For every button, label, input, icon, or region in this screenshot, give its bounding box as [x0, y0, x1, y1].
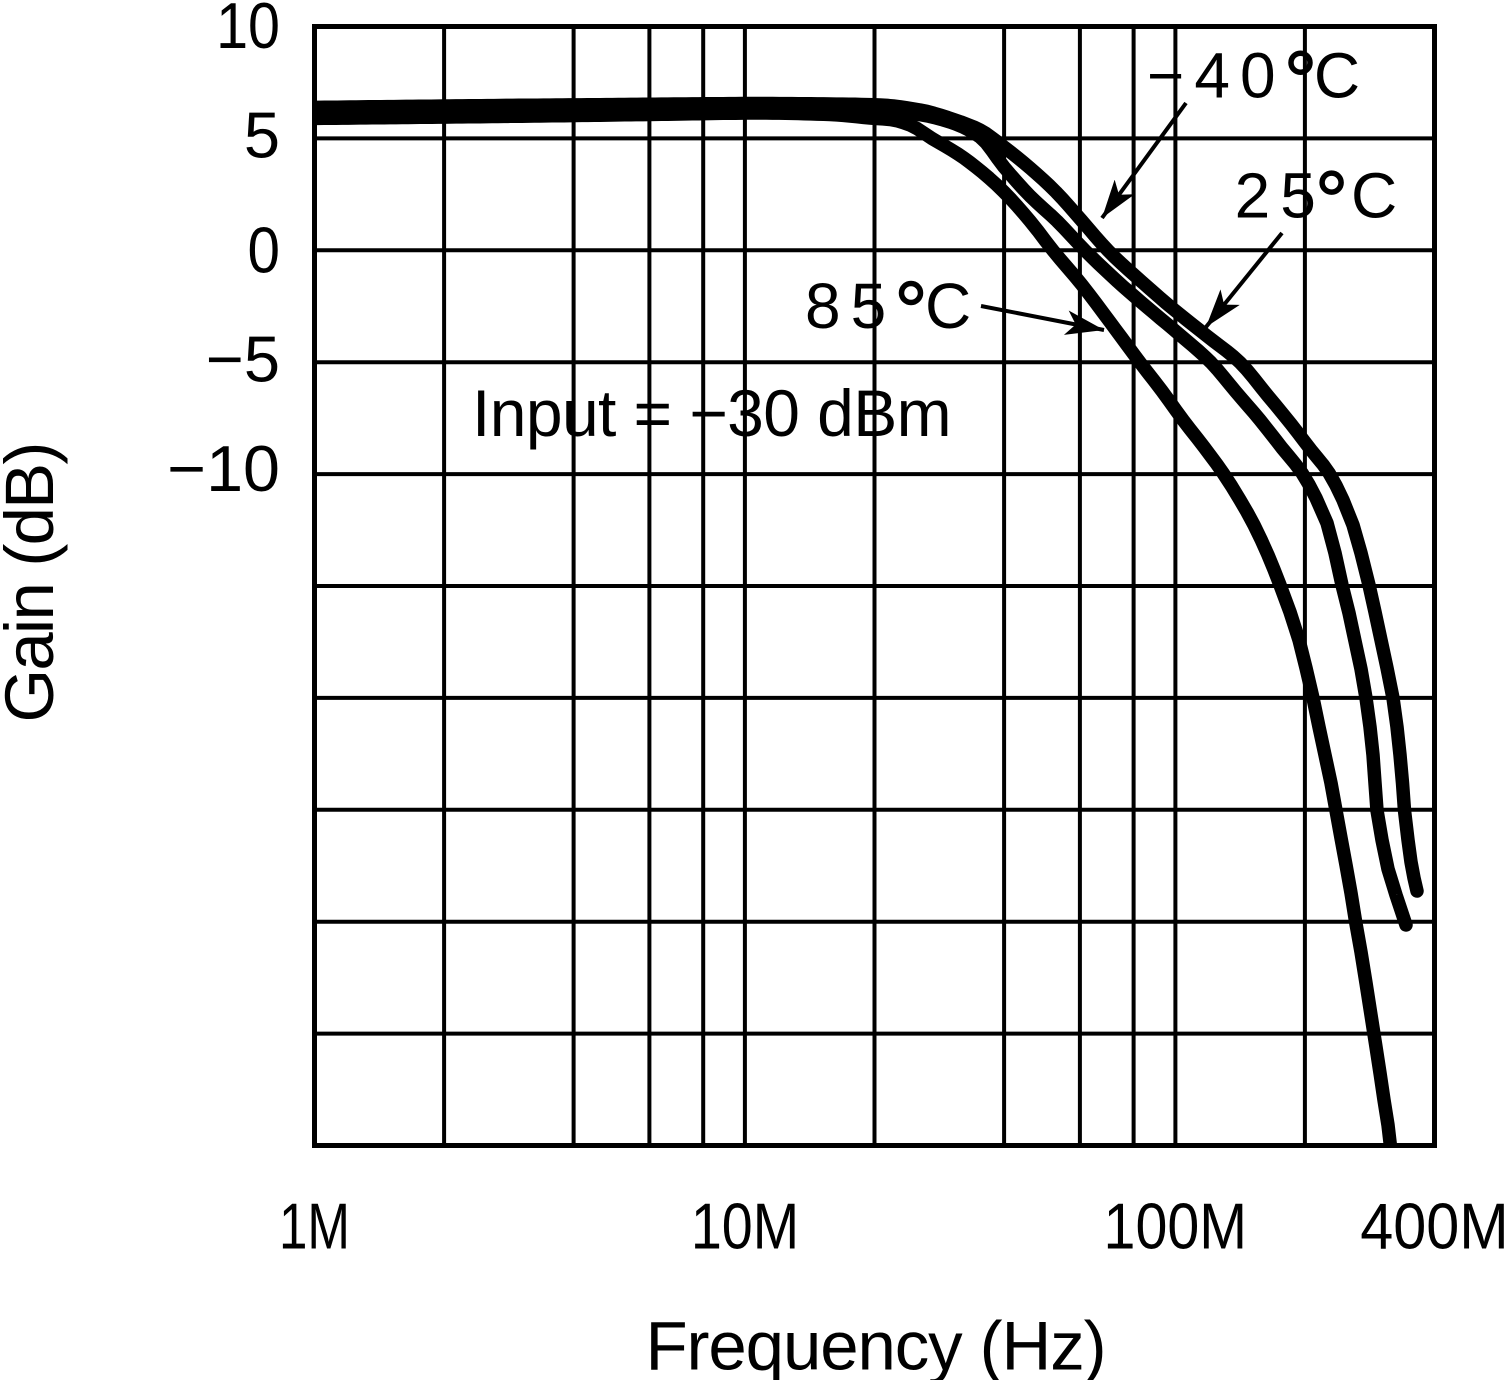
svg-text:25: 25: [1235, 160, 1326, 232]
svg-text:5: 5: [244, 98, 280, 171]
svg-text:Input = −30 dBm: Input = −30 dBm: [472, 376, 951, 450]
svg-text:10: 10: [216, 0, 280, 62]
svg-text:1M: 1M: [279, 1189, 350, 1262]
svg-text:−5: −5: [206, 323, 280, 396]
svg-text:85: 85: [805, 270, 896, 342]
svg-text:C: C: [925, 270, 971, 342]
svg-text:Gain (dB): Gain (dB): [0, 443, 68, 722]
svg-text:100M: 100M: [1104, 1189, 1248, 1262]
svg-text:−40: −40: [1147, 40, 1286, 112]
svg-text:10M: 10M: [691, 1189, 799, 1262]
svg-text:C: C: [1314, 40, 1360, 112]
svg-text:C: C: [1351, 160, 1397, 232]
svg-text:Frequency (Hz): Frequency (Hz): [645, 1308, 1105, 1381]
svg-text:−10: −10: [167, 432, 280, 505]
svg-text:0: 0: [248, 213, 281, 286]
svg-text:400M: 400M: [1360, 1189, 1505, 1262]
